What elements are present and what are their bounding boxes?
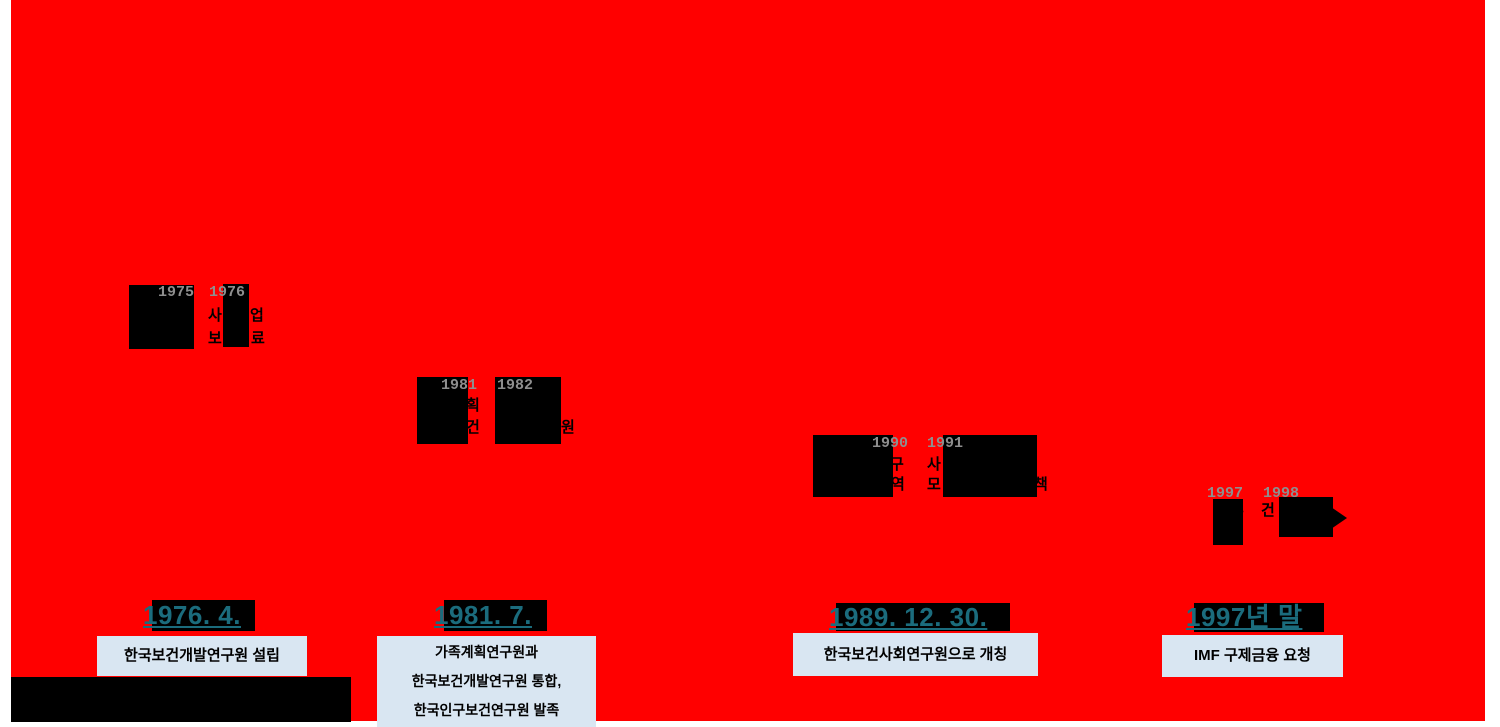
timeline-date: 1989. 12. 30.: [829, 602, 988, 632]
event-note: 가족계획연구원과 한국보건개발연구원 통합, 한국인구보건연구원 발족: [377, 636, 596, 727]
year-label: 1990: [872, 435, 909, 452]
caption-fragment: 보: [208, 330, 222, 347]
date-highlight-box: [152, 600, 255, 631]
event-note-line: 한국보건개발연구원 통합,: [411, 673, 562, 689]
photo-redaction-box: [223, 284, 249, 347]
caption-fragment: 업: [250, 307, 264, 324]
caption-fragment: 사: [208, 307, 222, 324]
arrow-right-icon: [1331, 507, 1347, 529]
caption-fragment: 사: [927, 456, 941, 473]
caption-fragment: 구: [890, 456, 904, 473]
event-note: 한국보건사회연구원으로 개칭: [793, 633, 1038, 676]
photo-redaction-box: [1213, 499, 1243, 545]
event-note-line: 한국보건개발연구원 설립: [124, 647, 280, 664]
event-note-line: IMF 구제금융 요청: [1194, 647, 1311, 664]
caption-fragment: 료: [251, 330, 265, 347]
date-highlight-box: [444, 600, 547, 631]
photo-redaction-box: [129, 285, 194, 349]
date-highlight-box: [836, 603, 1010, 631]
photo-redaction-box: [417, 377, 468, 444]
timeline-date: 1981. 7.: [434, 600, 532, 630]
caption-fragment: 모: [927, 476, 941, 493]
redaction-box-bottom-left: [11, 677, 351, 722]
event-note: 한국보건개발연구원 설립: [97, 636, 307, 676]
caption-fragment: 원: [561, 419, 575, 436]
event-note-line: 한국인구보건연구원 발족: [413, 702, 560, 718]
year-label: 1998: [1263, 485, 1300, 502]
photo-redaction-box: [1279, 497, 1333, 537]
caption-fragment: 책: [1034, 476, 1048, 493]
caption-fragment: 획: [466, 397, 480, 414]
timeline-date: 1997년 말: [1186, 602, 1303, 632]
caption-fragment: 건: [466, 419, 480, 436]
event-note: IMF 구제금융 요청: [1162, 635, 1343, 677]
year-label: 1982: [497, 377, 534, 394]
slide-background: [11, 0, 1485, 721]
year-label: 1991: [927, 435, 964, 452]
photo-redaction-box: [943, 435, 1037, 497]
year-label: 1997: [1207, 485, 1244, 502]
event-note-line: 한국보건사회연구원으로 개칭: [823, 646, 1008, 663]
caption-fragment: 역: [891, 476, 905, 493]
timeline-date: 1976. 4.: [143, 600, 241, 630]
event-note-line: 가족계획연구원과: [434, 644, 539, 660]
year-label: 1975: [158, 284, 195, 301]
photo-redaction-box: [813, 435, 893, 497]
year-label: 1976: [209, 284, 246, 301]
photo-redaction-box: [495, 377, 561, 444]
date-highlight-box: [1194, 603, 1324, 632]
year-label: 1981: [441, 377, 478, 394]
caption-fragment: 건: [1261, 502, 1275, 519]
